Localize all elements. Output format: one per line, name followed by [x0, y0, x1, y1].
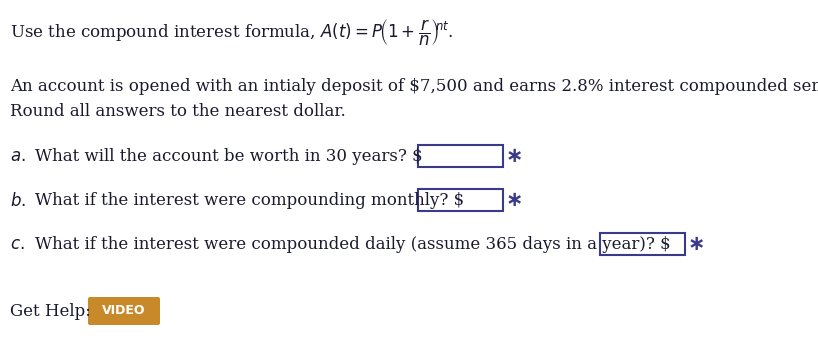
- Text: An account is opened with an intialy deposit of $7,500 and earns 2.8% interest c: An account is opened with an intialy dep…: [10, 78, 818, 95]
- Bar: [600, 233, 685, 255]
- Text: ∗: ∗: [688, 234, 705, 254]
- Text: What if the interest were compounded daily (assume 365 days in a year)? $: What if the interest were compounded dai…: [35, 236, 671, 253]
- Text: $a.$: $a.$: [10, 148, 25, 165]
- Text: Use the compound interest formula, $A(t) = P\!\left(1+\dfrac{r}{n}\right)^{\!\!n: Use the compound interest formula, $A(t)…: [10, 18, 453, 48]
- Text: ∗: ∗: [506, 146, 524, 166]
- Bar: [418, 145, 503, 167]
- Bar: [418, 189, 503, 211]
- FancyBboxPatch shape: [88, 297, 160, 325]
- Text: What will the account be worth in 30 years? $: What will the account be worth in 30 yea…: [35, 148, 423, 165]
- Text: What if the interest were compounding monthly? $: What if the interest were compounding mo…: [35, 192, 464, 209]
- Text: Round all answers to the nearest dollar.: Round all answers to the nearest dollar.: [10, 103, 346, 120]
- Text: $c.$: $c.$: [10, 236, 25, 253]
- Text: Get Help:: Get Help:: [10, 303, 91, 320]
- Text: VIDEO: VIDEO: [102, 304, 146, 318]
- Text: $b.$: $b.$: [10, 192, 26, 210]
- Text: ∗: ∗: [506, 190, 524, 210]
